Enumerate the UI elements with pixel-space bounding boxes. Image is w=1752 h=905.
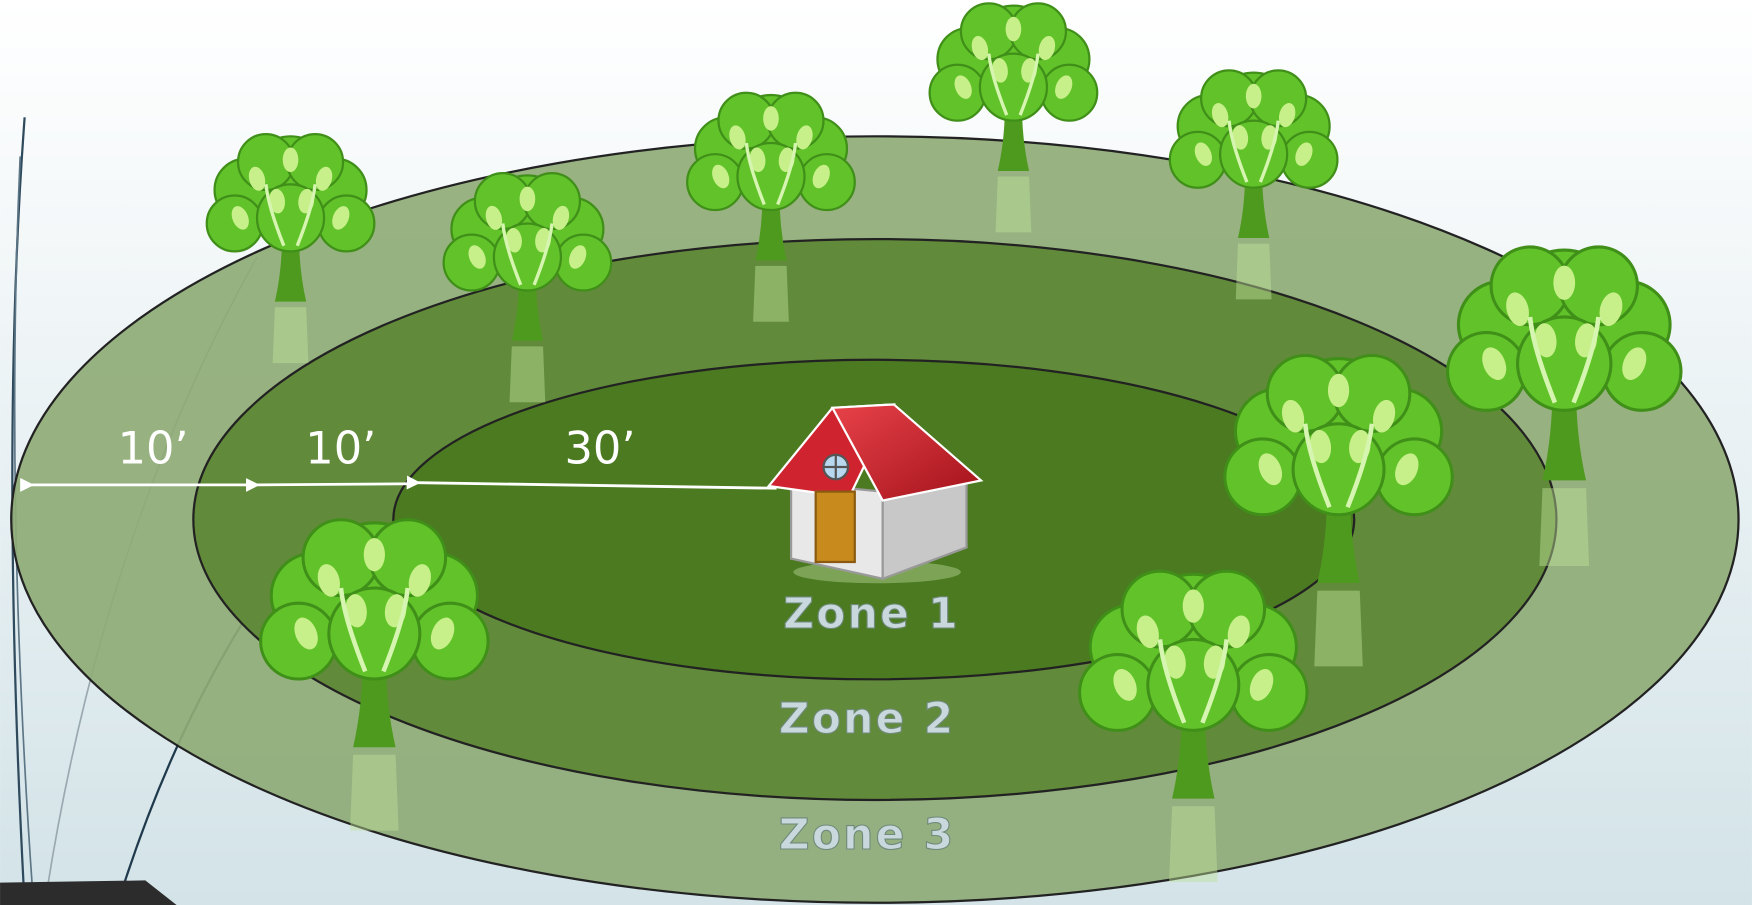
tree-leaf: [269, 188, 286, 214]
tree-reflection: [1539, 488, 1590, 566]
tree-leaf: [1232, 125, 1249, 150]
tree-leaf: [971, 36, 989, 61]
tree-leaf: [1622, 347, 1647, 381]
tree-leaf: [1327, 373, 1350, 408]
tree-leaf: [1227, 615, 1250, 649]
tree: [205, 132, 376, 364]
tree-leaf: [1245, 83, 1262, 109]
tree-leaf: [712, 164, 730, 189]
arrows: [20, 475, 777, 492]
tree-branch: [338, 587, 410, 673]
tree-leaf: [231, 206, 249, 230]
tree-branch: [1157, 639, 1229, 724]
tree-leaf: [1534, 323, 1557, 358]
tree-reflection: [350, 754, 399, 831]
tree-reflection: [995, 176, 1032, 233]
tree-leaf: [317, 564, 340, 597]
tree-leaf: [1194, 142, 1212, 166]
tree-leaf: [1164, 645, 1186, 679]
distance-label: 10’: [305, 423, 376, 475]
tree: [1223, 354, 1454, 667]
tree-leaf: [506, 227, 522, 253]
tree-leaf: [294, 617, 318, 650]
tree-leaf: [363, 537, 385, 572]
tree-leaf: [1182, 589, 1204, 623]
tree-leaf: [812, 164, 830, 189]
tree-leaf: [519, 186, 536, 212]
tree-leaf: [1482, 347, 1507, 381]
tree-leaf: [282, 147, 299, 173]
distance-label: 30’: [564, 423, 635, 475]
tree-leaf: [749, 147, 766, 173]
tree-leaf: [468, 245, 486, 269]
tree-leaf: [1295, 142, 1313, 166]
tree-leaf: [1136, 615, 1159, 649]
tree-reflection: [1235, 243, 1272, 300]
tree-reflection: [272, 307, 309, 364]
tree: [928, 2, 1099, 233]
tree-leaf: [1281, 399, 1305, 433]
tree-leaf: [1372, 399, 1396, 433]
corner-bar: [0, 880, 177, 905]
tree-branch: [264, 184, 317, 247]
tree-leaf: [1005, 16, 1022, 42]
tree-leaf: [1395, 453, 1419, 486]
tree-leaf: [248, 166, 266, 191]
house: [766, 403, 984, 584]
tree-leaf: [485, 205, 503, 230]
tree-leaf: [552, 205, 570, 230]
tree-leaf: [430, 617, 455, 650]
tree-branch: [1302, 423, 1375, 509]
tree-reflection: [753, 265, 789, 322]
tree-leaf: [763, 106, 779, 131]
tree-leaf: [345, 594, 367, 628]
tree-leaf: [1599, 292, 1623, 326]
tree-leaf: [954, 75, 972, 99]
tree-leaf: [1249, 668, 1274, 701]
tree-branch: [987, 53, 1040, 116]
tree-leaf: [1038, 36, 1056, 61]
tree-leaf: [796, 125, 813, 150]
tree-leaf: [332, 206, 350, 230]
zone-label: Zone 3: [779, 811, 956, 860]
tree-branch: [1527, 316, 1601, 404]
tree-leaf: [1211, 103, 1229, 128]
tree: [686, 91, 856, 322]
tree-leaf: [1278, 103, 1296, 128]
tree-leaf: [315, 166, 333, 191]
distance-label: 10’: [118, 423, 189, 475]
tree-leaf: [569, 245, 587, 269]
tree-leaf: [1553, 265, 1576, 300]
trees: [205, 2, 1683, 883]
tree: [1445, 245, 1683, 566]
tree: [1168, 69, 1339, 300]
tree-leaf: [729, 125, 746, 150]
tree-leaf: [1506, 292, 1529, 326]
tree: [442, 172, 613, 403]
tree-reflection: [1314, 590, 1363, 667]
tree-branch: [501, 223, 554, 286]
tree: [259, 518, 490, 831]
zone-label: Zone 1: [783, 590, 960, 639]
tree-leaf: [1309, 429, 1332, 464]
tree-branch: [1227, 120, 1280, 183]
tree-leaf: [992, 58, 1008, 83]
tree-reflection: [1169, 806, 1218, 883]
tree-leaf: [1258, 453, 1283, 486]
tree-leaf: [408, 564, 431, 597]
tree-leaf: [1055, 75, 1073, 99]
tree-reflection: [509, 346, 546, 403]
zone-label: Zone 2: [779, 695, 956, 744]
tree-leaf: [1113, 668, 1137, 701]
tree: [1078, 569, 1309, 883]
tree-branch: [744, 142, 798, 206]
